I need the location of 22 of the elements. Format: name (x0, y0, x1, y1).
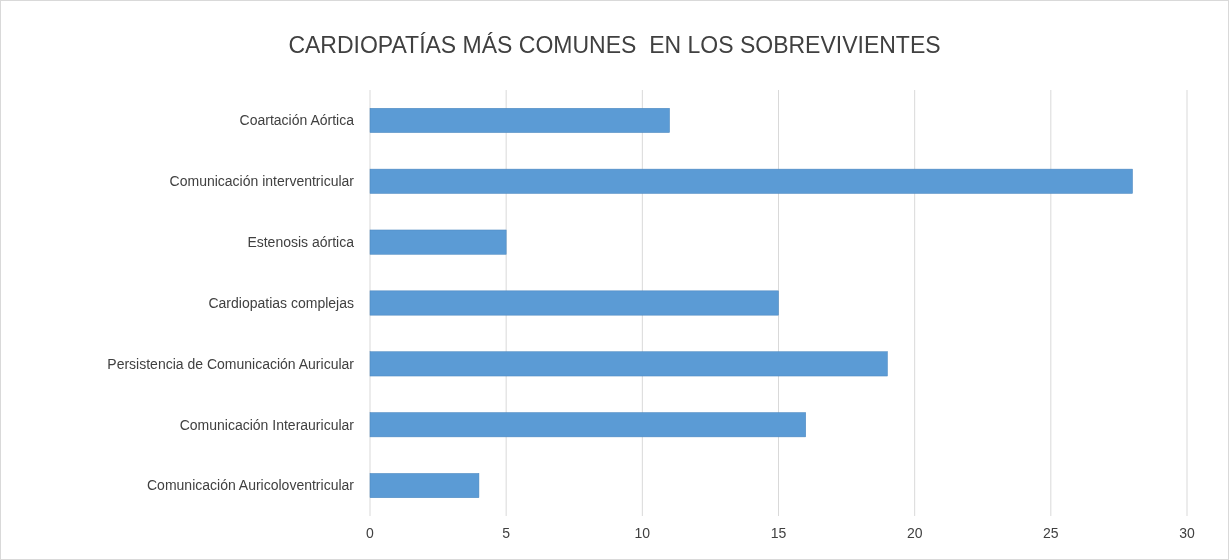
y-tick-label: Comunicación Interauricular (179, 416, 355, 433)
bar (369, 229, 507, 255)
y-tick-label: Cardiopatias complejas (208, 294, 354, 311)
bar (369, 351, 888, 377)
x-tick-label: 30 (1179, 525, 1195, 541)
bar (369, 168, 1133, 194)
y-tick-label: Coartación Aórtica (239, 112, 355, 129)
x-tick-label: 0 (366, 525, 375, 541)
x-tick-label: 25 (1043, 525, 1059, 541)
x-tick-label: 5 (502, 525, 511, 541)
y-tick-label: Comunicación interventricular (169, 173, 355, 190)
chart-title: CARDIOPATÍAS MÁS COMUNES EN LOS SOBREVIVIENTES (288, 32, 941, 58)
y-tick-label: Persistencia de Comunicación Auricular (107, 355, 355, 372)
bar (369, 412, 806, 438)
bar (369, 290, 779, 316)
y-tick-label: Comunicación Auricoloventricular (147, 477, 355, 494)
y-tick-label: Estenosis aórtica (247, 234, 355, 251)
bar (369, 473, 480, 498)
bar (369, 108, 670, 133)
x-tick-label: 20 (906, 525, 923, 541)
x-tick-label: 15 (770, 525, 787, 541)
x-tick-label: 10 (634, 525, 651, 541)
